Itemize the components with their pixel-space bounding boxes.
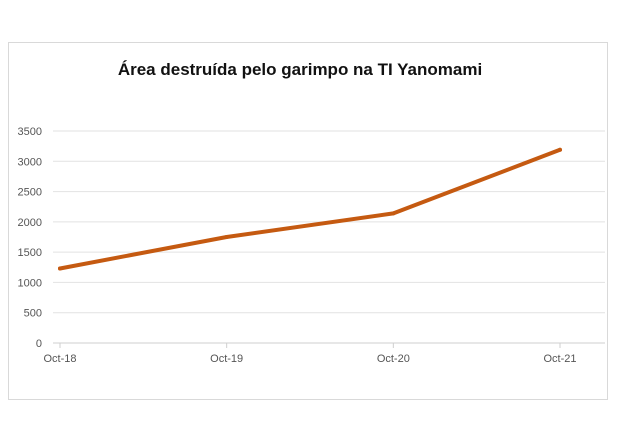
data-point: [58, 266, 62, 271]
x-tick-label: Oct-20: [377, 353, 410, 365]
y-tick-label: 2500: [18, 187, 42, 199]
data-point: [391, 211, 396, 216]
y-tick-label: 2000: [18, 217, 42, 229]
x-tick-label: Oct-21: [543, 353, 576, 365]
series-line: [58, 147, 562, 271]
y-tick-label: 3500: [18, 126, 42, 138]
y-tick-label: 1500: [18, 247, 42, 259]
chart-frame: [8, 42, 608, 400]
chart-tick-labels: 0 500 1000 1500 2000 2500 3000 3500 Oct-18 Oct-19…: [18, 126, 577, 365]
data-point: [558, 147, 562, 152]
y-tick-label: 3000: [18, 156, 42, 168]
x-tick-label: Oct-18: [43, 353, 76, 365]
y-tick-label: 0: [36, 338, 42, 350]
y-tick-label: 500: [24, 308, 42, 320]
chart-gridlines: [53, 130, 605, 348]
y-tick-label: 1000: [18, 277, 42, 289]
data-point: [224, 235, 229, 239]
chart-series: [58, 147, 562, 271]
chart-title: Área destruída pelo garimpo na TI Yanoma…: [118, 60, 482, 79]
x-tick-label: Oct-19: [210, 353, 243, 365]
